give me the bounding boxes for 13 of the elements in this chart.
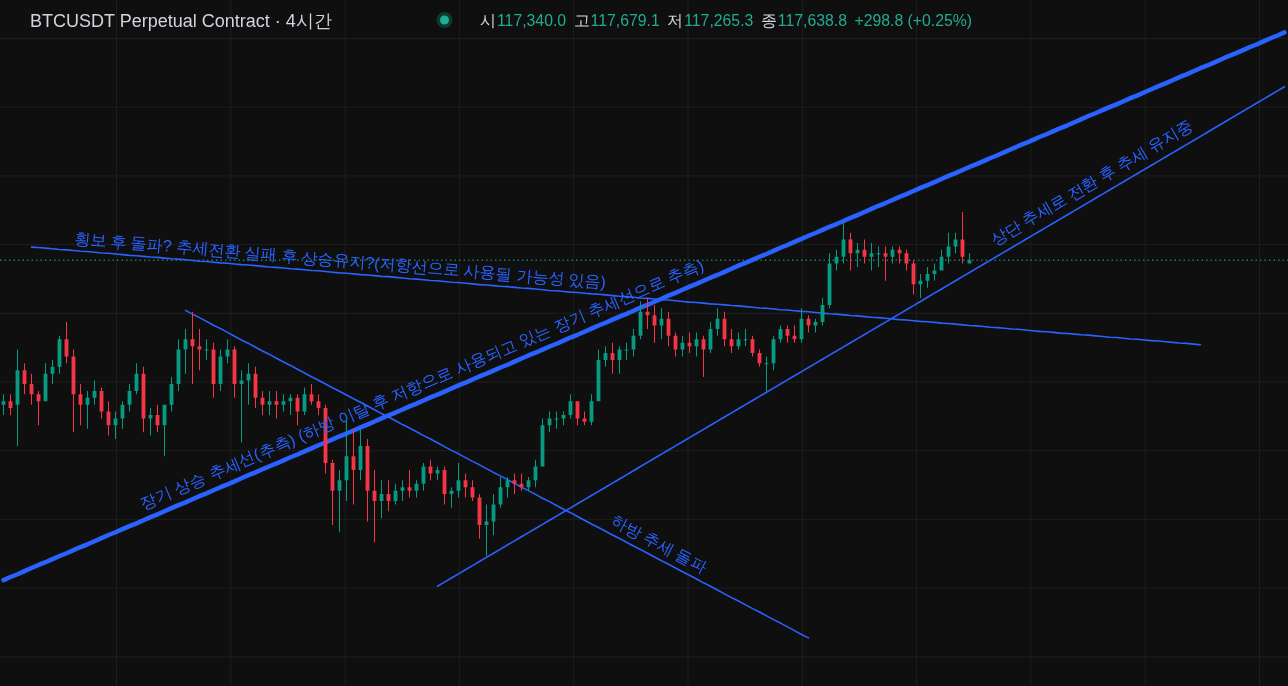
- annotation: +298.8 (+0.25%): [854, 12, 973, 29]
- title: BTCUSDT Perpetual Contract · 4시간: [30, 11, 332, 31]
- series-label: 하방 추세 돌파: [608, 511, 710, 576]
- annotation: 117,638.8: [777, 12, 847, 29]
- annotation: 저: [667, 12, 684, 29]
- annotation: 고: [573, 12, 590, 29]
- annotation: 시: [480, 12, 496, 29]
- annotation: 117,265.3: [684, 12, 754, 29]
- annotation: 117,340.0: [497, 12, 567, 29]
- annotation: 117,679.1: [590, 12, 660, 29]
- annotation: 종: [760, 12, 777, 29]
- series-label: 후: [368, 390, 391, 414]
- series-label: 횡보 후 돌파? 추세전환 실패 후 상승유지?(저항선으로 사용될 가능성 있음): [73, 228, 607, 291]
